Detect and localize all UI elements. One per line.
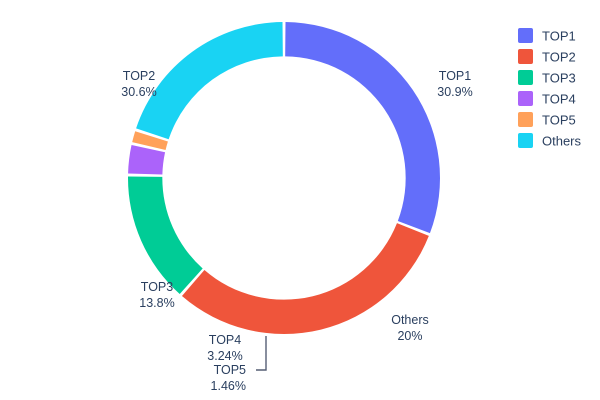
label-top5-name: TOP5 [214,363,246,377]
label-top1-name: TOP1 [439,69,471,83]
legend-label-top2[interactable]: TOP2 [542,50,576,65]
legend-label-top4[interactable]: TOP4 [542,92,576,107]
label-top4-name: TOP4 [209,333,241,347]
top5-leader-line [256,336,267,371]
legend-label-others[interactable]: Others [542,134,582,149]
label-top5-percent: 1.46% [211,379,246,393]
donut-slice-top5[interactable] [132,131,168,151]
donut-slice-top3[interactable] [128,176,203,295]
leader-lines [256,336,267,371]
label-top2-percent: 30.6% [121,85,156,99]
label-others-percent: 20% [397,329,422,343]
donut-slices [128,22,441,334]
label-top4-percent: 3.24% [207,349,242,363]
legend-swatch-top4[interactable] [518,91,533,106]
label-top3-name: TOP3 [141,280,173,294]
legend-swatch-others[interactable] [518,133,533,148]
legend-label-top1[interactable]: TOP1 [542,29,576,44]
label-top2-name: TOP2 [123,69,155,83]
legend-label-top3[interactable]: TOP3 [542,71,576,86]
legend-swatch-top3[interactable] [518,70,533,85]
slice-labels: TOP1 30.9% TOP2 30.6% TOP3 13.8% TOP4 3.… [121,69,472,393]
chart-legend: TOP1 TOP2 TOP3 TOP4 TOP5 Others [518,28,582,149]
legend-swatch-top2[interactable] [518,49,533,64]
label-top1-percent: 30.9% [437,85,472,99]
donut-slice-top1[interactable] [285,22,441,234]
label-others-name: Others [391,313,429,327]
donut-slice-top2[interactable] [181,223,429,334]
donut-slice-top4[interactable] [128,145,166,175]
legend-label-top5[interactable]: TOP5 [542,113,576,128]
donut-slice-others[interactable] [136,22,283,140]
legend-swatch-top5[interactable] [518,112,533,127]
legend-swatch-top1[interactable] [518,28,533,43]
label-top3-percent: 13.8% [139,296,174,310]
